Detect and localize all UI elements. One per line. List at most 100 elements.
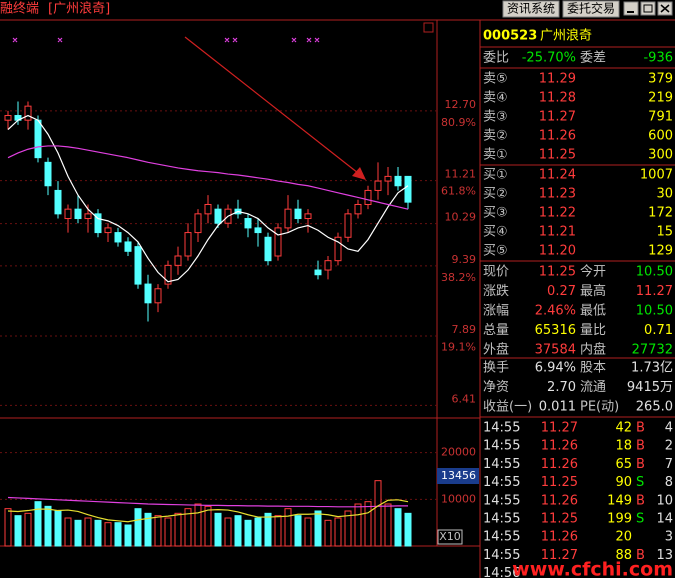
- stat: 10.50: [636, 265, 673, 280]
- corner-icon[interactable]: [423, 22, 434, 33]
- stat: 11.27: [636, 284, 673, 299]
- order-book: 买③: [483, 206, 508, 221]
- order-book: 11.25: [539, 148, 576, 163]
- trade: 11.26: [541, 493, 578, 508]
- trade: 11.27: [541, 421, 578, 436]
- order-ratio: -25.70%: [522, 51, 576, 66]
- candle-body: [24, 105, 32, 121]
- order-ratio: -936: [643, 51, 673, 66]
- stock-name: 广州浪奇: [540, 28, 592, 44]
- candle-body: [314, 269, 322, 276]
- volume-bar: [304, 517, 312, 547]
- volume-bar: [264, 512, 272, 547]
- order-book: 11.24: [539, 168, 576, 183]
- volume-bar: [124, 524, 132, 547]
- trade: 88: [615, 548, 632, 563]
- candle-body: [124, 241, 132, 252]
- volume-bar: [134, 508, 142, 547]
- minimize[interactable]: [623, 1, 639, 16]
- trade: 14:56: [483, 566, 520, 578]
- pct-tick-label: 38.2%: [441, 271, 476, 284]
- finance: 1.73亿: [631, 361, 673, 376]
- order-book: 379: [648, 72, 673, 87]
- trade: B: [636, 457, 645, 472]
- volume-bar: [164, 517, 172, 547]
- trade: B: [636, 439, 645, 454]
- pct-tick-label: 19.1%: [441, 340, 476, 353]
- volume-bar: [64, 517, 72, 547]
- signal-cross: [12, 37, 320, 43]
- cursor-label: 13456: [441, 469, 476, 482]
- candle-body: [384, 175, 392, 182]
- stat: 65316: [535, 323, 576, 338]
- order-book: 买④: [483, 225, 508, 240]
- icon: [660, 4, 670, 13]
- order-book: 600: [648, 129, 673, 144]
- trade: 4: [665, 421, 673, 436]
- order-book: 11.21: [539, 225, 576, 240]
- candle-body: [404, 175, 412, 203]
- candle-body: [154, 288, 162, 304]
- trade: 11.26: [541, 439, 578, 454]
- pct-tick-label: 80.9%: [441, 116, 476, 129]
- title-bar: [0, 0, 480, 18]
- button[interactable]: [502, 0, 560, 18]
- finance: PE(动): [580, 400, 619, 415]
- volume-bar: [24, 512, 32, 547]
- stat: 总量: [483, 323, 509, 338]
- candle-body: [104, 227, 112, 234]
- candle-body: [74, 208, 82, 220]
- y-tick-label: 20000: [441, 446, 476, 459]
- candle-body: [64, 208, 72, 220]
- trade: 8: [665, 475, 673, 490]
- button-label[interactable]: 资讯系统: [507, 2, 555, 16]
- stat: 11.25: [539, 265, 576, 280]
- trade: 65: [615, 457, 632, 472]
- button[interactable]: [562, 0, 620, 18]
- finance: 0.011: [539, 400, 576, 415]
- finance: 换手: [483, 361, 509, 376]
- trade: 20: [615, 530, 632, 545]
- volume-bar: [144, 512, 152, 547]
- trade: 149: [607, 493, 632, 508]
- finance: 股本: [580, 361, 606, 376]
- volume-average: [7, 499, 409, 523]
- icon: [643, 4, 653, 13]
- trade: 14:55: [483, 439, 520, 454]
- volume-bar: [114, 522, 122, 547]
- candle-body: [354, 203, 362, 215]
- candle-body: [34, 119, 42, 159]
- pct-tick-label: 61.8%: [441, 184, 476, 197]
- volume-bar: [214, 512, 222, 547]
- order-book: 买②: [483, 187, 508, 202]
- trade: 14:55: [483, 457, 520, 472]
- watermark: www.cfchi.com: [512, 559, 673, 578]
- trade: B: [636, 493, 645, 508]
- trend-arrow: [184, 36, 359, 174]
- volume-bar: [244, 519, 252, 547]
- order-book: 11.29: [539, 72, 576, 87]
- trade: 11.26: [541, 457, 578, 472]
- volume-bar: [384, 503, 392, 547]
- candle-body: [84, 213, 92, 220]
- candle-body: [304, 213, 312, 220]
- y-tick-label: 6.41: [452, 392, 477, 405]
- candle-body: [174, 255, 182, 266]
- button-label[interactable]: 委托交易: [567, 1, 615, 16]
- volume-bar: [344, 510, 352, 547]
- stat: 最高: [580, 283, 606, 299]
- order-book: 300: [648, 148, 673, 163]
- volume-bar: [194, 503, 202, 547]
- y-tick-label: 10.29: [445, 211, 477, 224]
- candle-body: [364, 189, 372, 205]
- trade: 18: [615, 439, 632, 454]
- maximize[interactable]: [640, 1, 656, 16]
- stat: 现价: [483, 265, 509, 280]
- candle-body: [244, 218, 252, 229]
- stat: 最低: [580, 304, 606, 319]
- window-controls[interactable]: [623, 1, 673, 16]
- trade: 13: [656, 548, 673, 563]
- stat: 今开: [580, 264, 606, 280]
- candle-body: [114, 232, 122, 243]
- stat: 10.50: [636, 304, 673, 319]
